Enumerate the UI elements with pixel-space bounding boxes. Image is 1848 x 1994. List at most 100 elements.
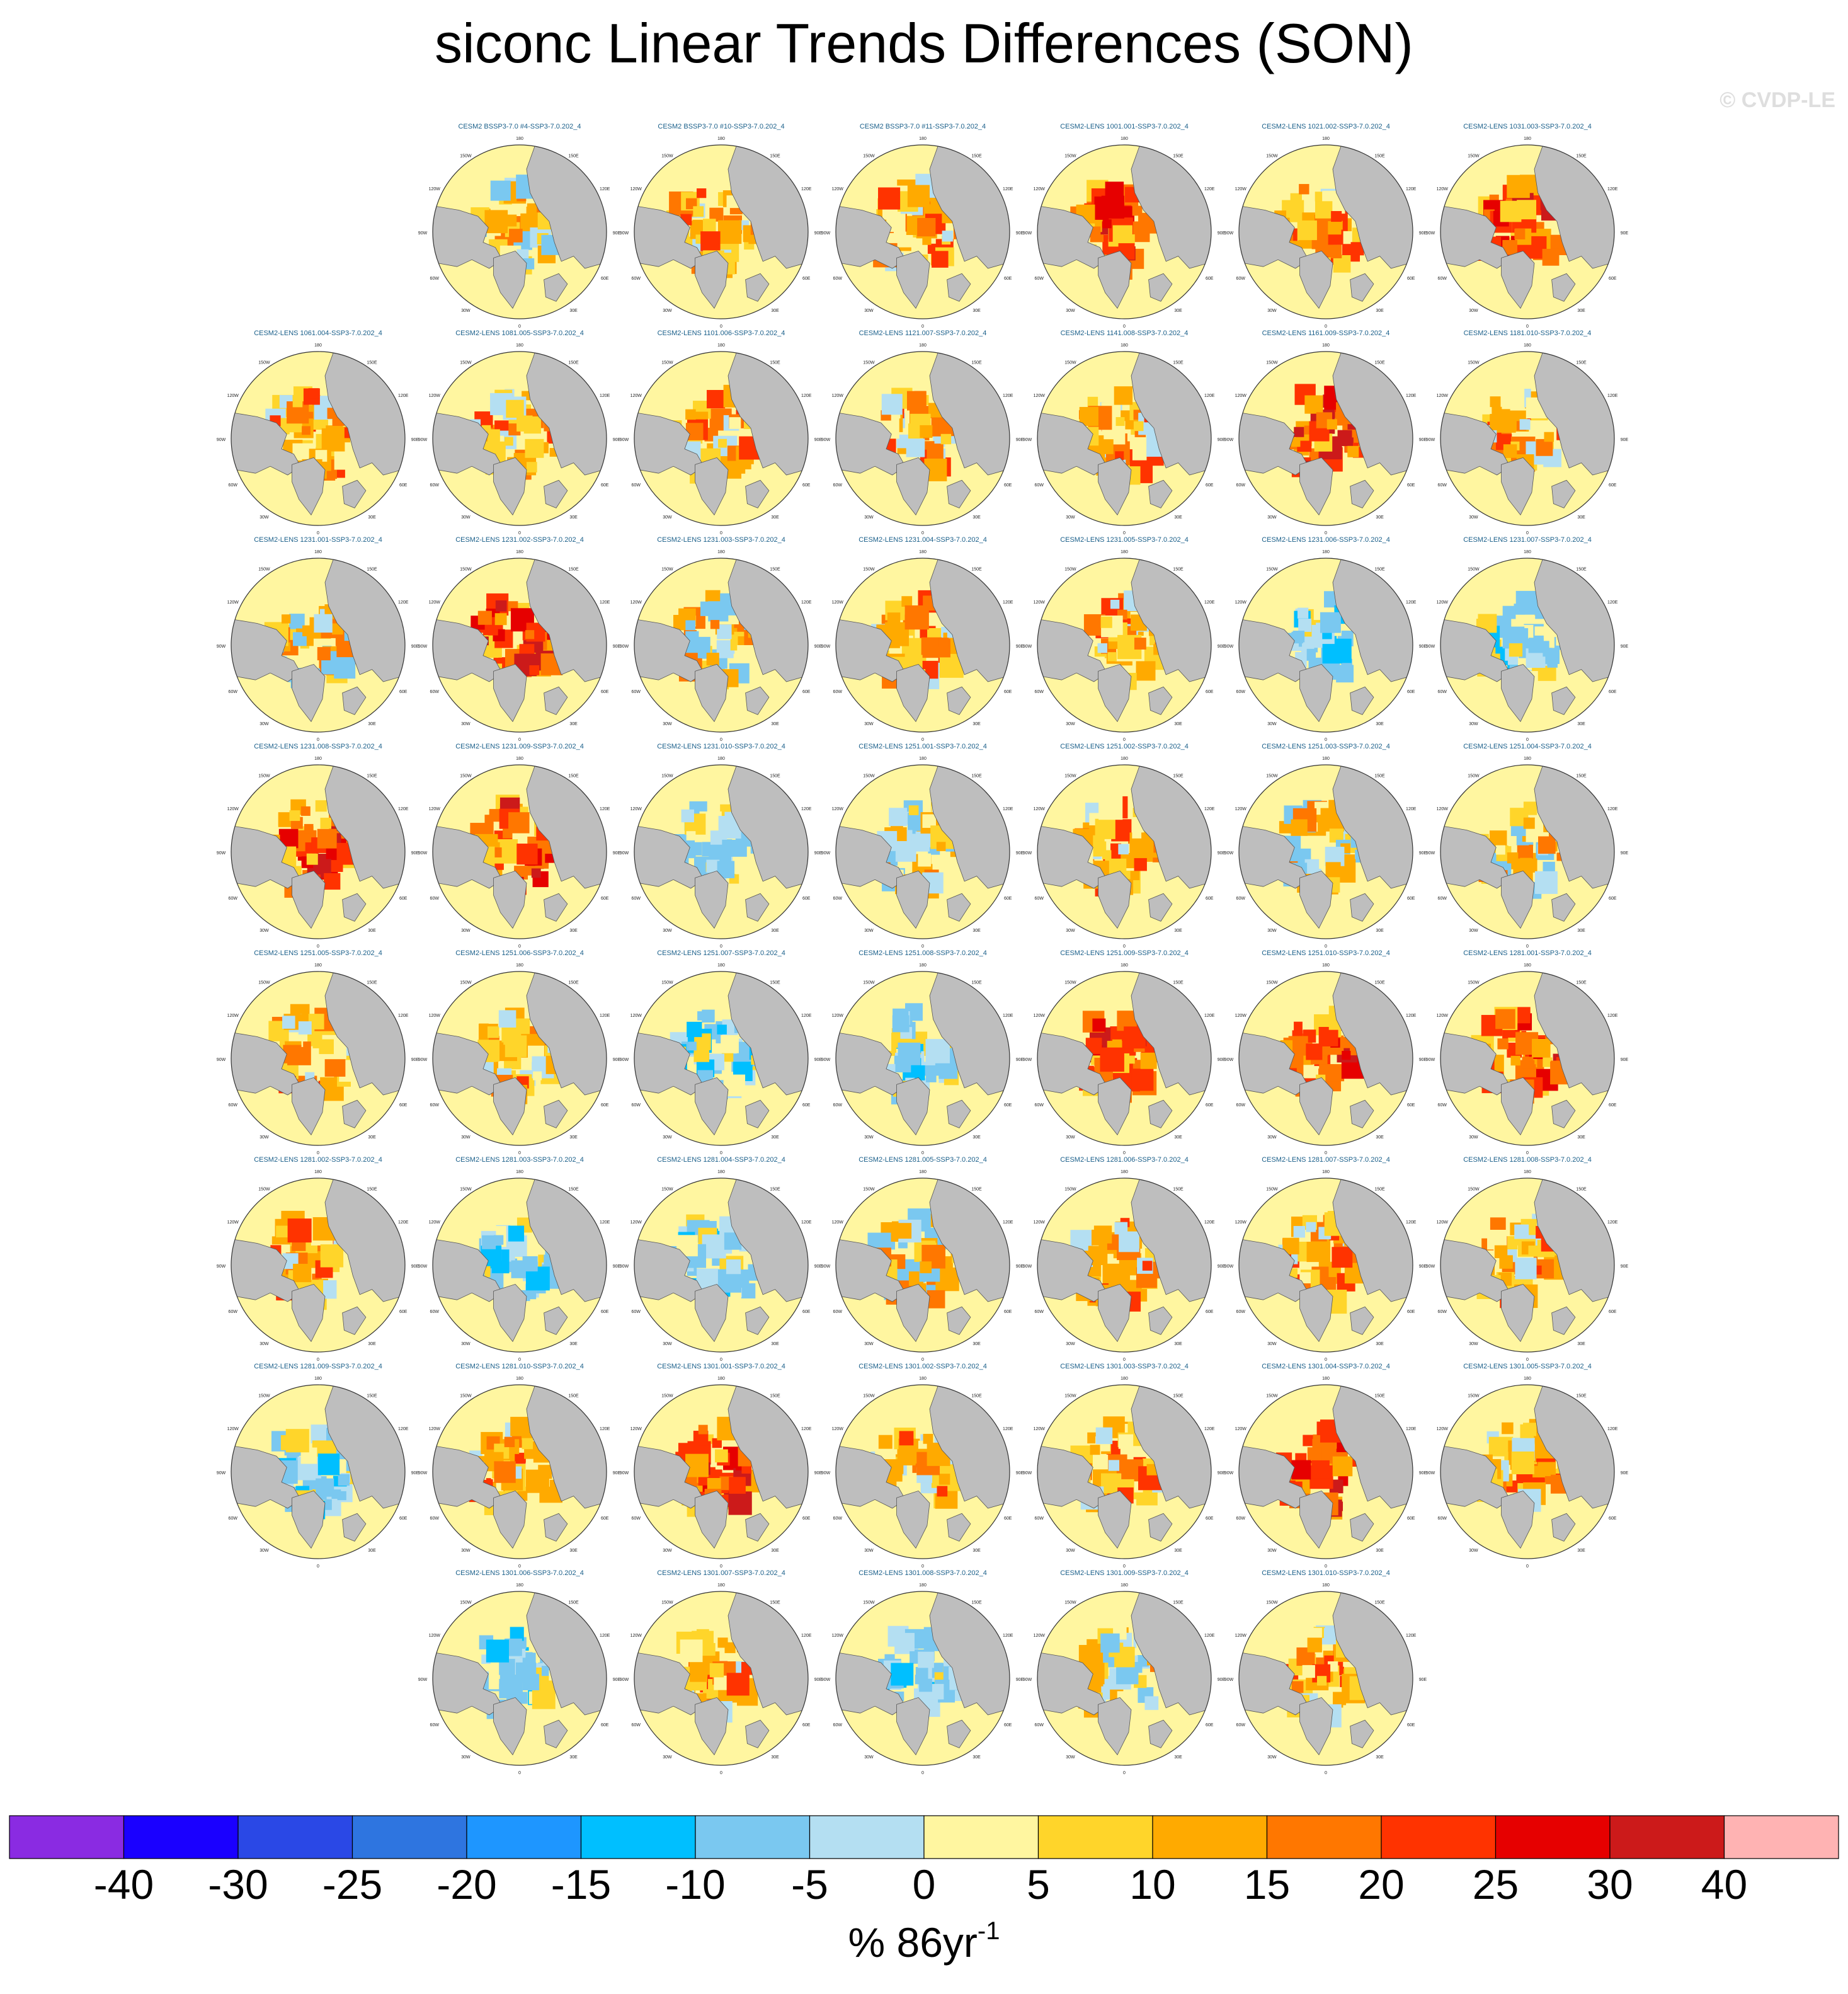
- map-panel: CESM2-LENS 1251.001-SSP3-7.0.202_4 180 150…: [821, 743, 1024, 949]
- longitude-label: 120E: [1003, 1014, 1013, 1018]
- panel-title: CESM2-LENS 1301.007-SSP3-7.0.202_4: [657, 1569, 785, 1577]
- longitude-label: 60E: [1407, 277, 1415, 281]
- longitude-label: 150W: [863, 154, 875, 158]
- anomaly-cell: [522, 1673, 540, 1690]
- anomaly-cell: [1490, 413, 1505, 430]
- panel-title: CESM2-LENS 1301.001-SSP3-7.0.202_4: [657, 1363, 785, 1370]
- longitude-label: 180: [717, 1583, 725, 1588]
- longitude-label: 0: [317, 1564, 319, 1569]
- anomaly-cell: [714, 1675, 729, 1690]
- anomaly-cell: [1509, 643, 1523, 657]
- longitude-label: 90E: [1621, 438, 1629, 442]
- anomaly-cell: [904, 605, 929, 630]
- anomaly-cell: [320, 1244, 344, 1268]
- longitude-label: 150E: [568, 567, 579, 571]
- longitude-label: 0: [317, 738, 319, 742]
- longitude-label: 120W: [832, 1014, 844, 1018]
- longitude-label: 150E: [971, 1187, 982, 1191]
- longitude-label: 150E: [770, 1394, 780, 1398]
- longitude-label: 150W: [1468, 154, 1480, 158]
- longitude-label: 30E: [771, 1342, 779, 1346]
- map-panel: CESM2-LENS 1301.003-SSP3-7.0.202_4 180 150…: [1023, 1363, 1226, 1569]
- longitude-label: 150E: [1374, 980, 1385, 985]
- anomaly-cell: [710, 620, 720, 629]
- longitude-label: 90E: [1419, 1678, 1427, 1682]
- longitude-label: 30E: [569, 929, 578, 933]
- longitude-label: 0: [921, 1771, 924, 1775]
- anomaly-cell: [1144, 1696, 1159, 1710]
- longitude-label: 180: [717, 343, 725, 348]
- longitude-label: 150E: [1173, 774, 1184, 778]
- longitude-label: 120W: [630, 1427, 642, 1431]
- longitude-label: 120E: [398, 1220, 409, 1225]
- anomaly-cell: [692, 219, 703, 231]
- longitude-label: 120W: [630, 1220, 642, 1225]
- land-mass: [1037, 205, 1107, 269]
- longitude-label: 30E: [1174, 1549, 1182, 1553]
- panel-title: CESM2-LENS 1001.001-SSP3-7.0.202_4: [1060, 123, 1189, 130]
- panel-title: CESM2-LENS 1281.008-SSP3-7.0.202_4: [1463, 1156, 1592, 1164]
- longitude-label: 120W: [832, 1427, 844, 1431]
- longitude-label: 150W: [1468, 980, 1480, 985]
- longitude-label: 120W: [1235, 807, 1247, 811]
- longitude-label: 180: [919, 1170, 927, 1174]
- longitude-label: 120W: [832, 1220, 844, 1225]
- map-panel: CESM2-LENS 1281.006-SSP3-7.0.202_4 180 150…: [1023, 1156, 1226, 1362]
- longitude-label: 60W: [229, 897, 238, 901]
- anomaly-cell: [702, 1009, 715, 1023]
- longitude-label: 30W: [260, 1342, 269, 1346]
- longitude-label: 60W: [833, 277, 843, 281]
- anomaly-cell: [702, 219, 716, 232]
- panel-title: CESM2-LENS 1121.007-SSP3-7.0.202_4: [859, 329, 987, 337]
- anomaly-cell: [337, 1491, 346, 1501]
- map-panel: CESM2-LENS 1251.007-SSP3-7.0.202_4 180 150…: [620, 949, 823, 1155]
- longitude-label: 120W: [1034, 1220, 1046, 1225]
- longitude-label: 60W: [1236, 1723, 1246, 1728]
- anomaly-cell: [1515, 1258, 1537, 1280]
- longitude-label: 120W: [1034, 1427, 1046, 1431]
- longitude-label: 90W: [1023, 231, 1032, 236]
- longitude-label: 60E: [1004, 1723, 1012, 1728]
- map-panel: CESM2-LENS 1251.006-SSP3-7.0.202_4 180 150…: [418, 949, 621, 1155]
- longitude-label: 90W: [1224, 438, 1234, 442]
- longitude-label: 180: [516, 343, 523, 348]
- longitude-label: 150E: [568, 154, 579, 158]
- longitude-label: 150E: [971, 360, 982, 365]
- longitude-label: 120W: [630, 1014, 642, 1018]
- anomaly-cell: [887, 612, 901, 626]
- map-panel: CESM2-LENS 1251.010-SSP3-7.0.202_4 180 150…: [1224, 949, 1427, 1155]
- longitude-label: 60W: [833, 897, 843, 901]
- map-panel: CESM2 BSSP3-7.0 #10-SSP3-7.0.202_4 180 150…: [620, 123, 823, 329]
- map-outline: [1037, 351, 1212, 526]
- panel-title: CESM2-LENS 1281.003-SSP3-7.0.202_4: [455, 1156, 584, 1164]
- longitude-label: 150W: [1266, 1600, 1278, 1605]
- longitude-label: 150E: [367, 360, 377, 365]
- anomaly-cell: [1507, 852, 1519, 864]
- longitude-label: 150E: [1576, 154, 1587, 158]
- longitude-label: 90W: [620, 645, 629, 649]
- anomaly-cell: [707, 389, 726, 409]
- longitude-label: 90E: [1621, 1264, 1629, 1269]
- anomaly-cell: [1291, 1460, 1311, 1480]
- longitude-label: 150W: [1468, 360, 1480, 365]
- longitude-label: 30E: [771, 515, 779, 520]
- longitude-label: 120E: [1406, 1220, 1417, 1225]
- anomaly-cell: [717, 1024, 727, 1034]
- longitude-label: 60E: [1407, 483, 1415, 488]
- longitude-label: 120E: [600, 807, 610, 811]
- longitude-label: 180: [516, 1170, 523, 1174]
- map-outline: [634, 351, 809, 526]
- longitude-label: 30E: [771, 309, 779, 313]
- longitude-label: 180: [1121, 343, 1128, 348]
- longitude-label: 30E: [771, 722, 779, 726]
- longitude-label: 60W: [1438, 277, 1447, 281]
- longitude-label: 180: [516, 1377, 523, 1381]
- anomaly-cell: [1098, 796, 1123, 820]
- longitude-label: 150E: [1173, 154, 1184, 158]
- anomaly-cell: [1102, 219, 1112, 229]
- longitude-label: 60E: [1609, 483, 1617, 488]
- longitude-label: 0: [1325, 1564, 1327, 1569]
- longitude-label: 90W: [1023, 1264, 1032, 1269]
- longitude-label: 30W: [1267, 929, 1277, 933]
- anomaly-cell: [932, 251, 949, 268]
